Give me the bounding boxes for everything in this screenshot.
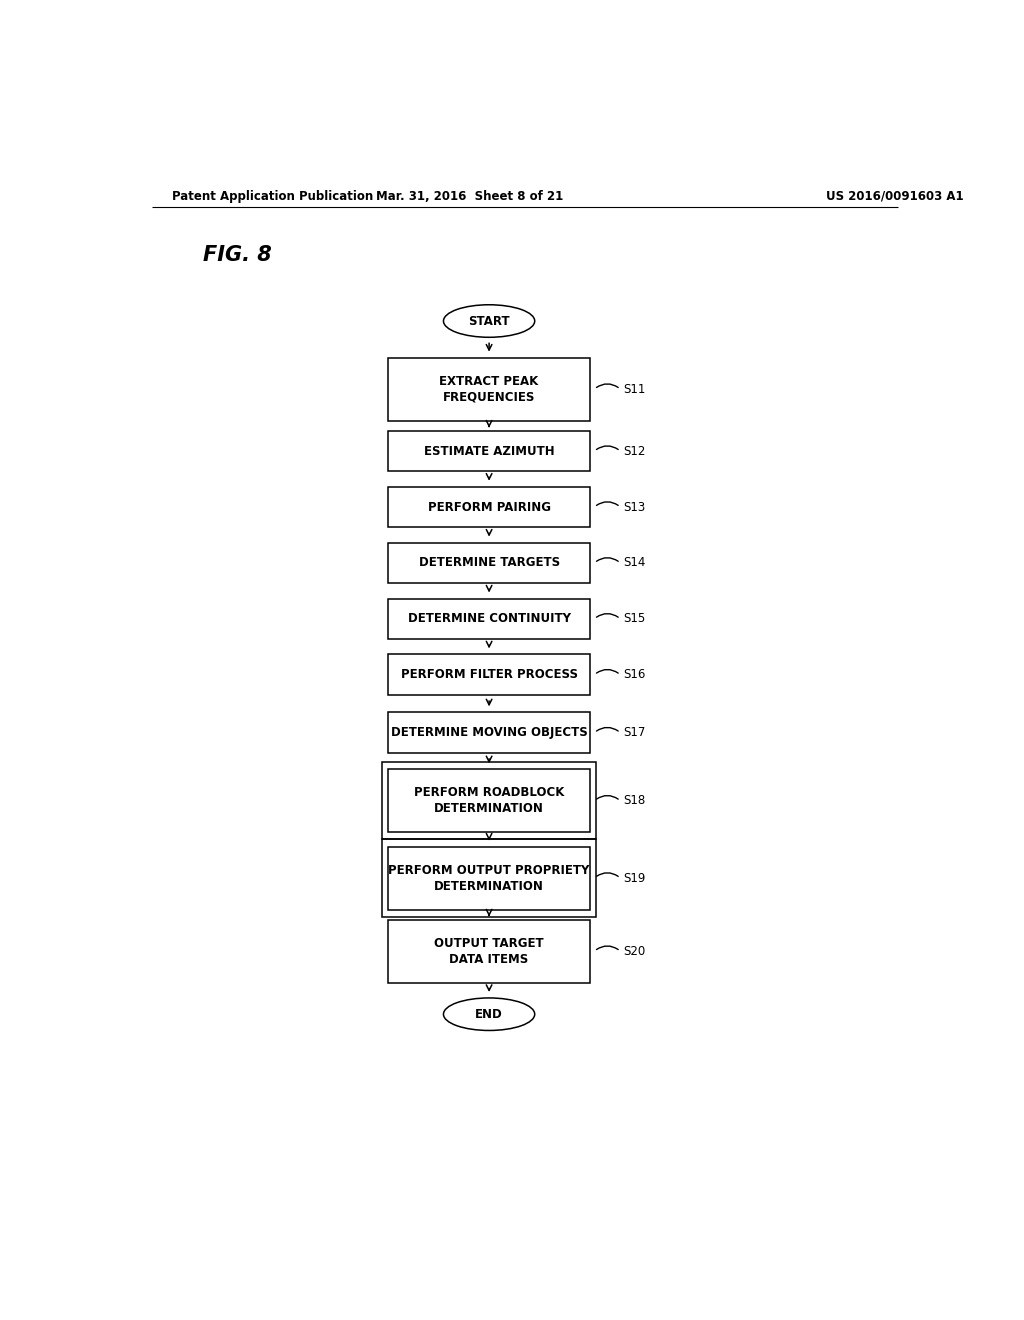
Bar	[382, 840, 596, 916]
Bar	[388, 920, 590, 982]
Text: PERFORM OUTPUT PROPRIETY
DETERMINATION: PERFORM OUTPUT PROPRIETY DETERMINATION	[388, 863, 590, 892]
Text: S12: S12	[624, 445, 646, 458]
FancyArrowPatch shape	[597, 384, 618, 388]
Text: ESTIMATE AZIMUTH: ESTIMATE AZIMUTH	[424, 445, 554, 458]
FancyArrowPatch shape	[597, 502, 618, 506]
Bar	[388, 770, 590, 833]
FancyArrowPatch shape	[597, 873, 618, 876]
Text: END: END	[475, 1007, 503, 1020]
Bar	[388, 358, 590, 421]
Text: S14: S14	[624, 557, 646, 569]
Text: Patent Application Publication: Patent Application Publication	[172, 190, 373, 202]
FancyArrowPatch shape	[597, 796, 618, 799]
Text: Mar. 31, 2016  Sheet 8 of 21: Mar. 31, 2016 Sheet 8 of 21	[376, 190, 563, 202]
FancyArrowPatch shape	[597, 557, 618, 561]
Text: PERFORM PAIRING: PERFORM PAIRING	[428, 500, 551, 513]
Text: S11: S11	[624, 383, 646, 396]
Bar	[388, 655, 590, 696]
Text: S15: S15	[624, 612, 646, 626]
Text: DETERMINE CONTINUITY: DETERMINE CONTINUITY	[408, 612, 570, 626]
Text: PERFORM FILTER PROCESS: PERFORM FILTER PROCESS	[400, 668, 578, 681]
Text: US 2016/0091603 A1: US 2016/0091603 A1	[826, 190, 964, 202]
Text: S17: S17	[624, 726, 646, 739]
Text: S20: S20	[624, 945, 646, 958]
Bar	[388, 598, 590, 639]
FancyArrowPatch shape	[597, 727, 618, 731]
Text: DETERMINE TARGETS: DETERMINE TARGETS	[419, 557, 560, 569]
FancyArrowPatch shape	[597, 669, 618, 673]
Text: S18: S18	[624, 795, 646, 808]
Bar	[382, 762, 596, 840]
FancyArrowPatch shape	[597, 946, 618, 949]
Bar	[388, 543, 590, 583]
Bar	[388, 430, 590, 471]
Text: S13: S13	[624, 500, 646, 513]
Text: START: START	[468, 314, 510, 327]
Text: FIG. 8: FIG. 8	[204, 246, 272, 265]
Bar	[388, 713, 590, 752]
Bar	[388, 846, 590, 909]
Text: DETERMINE MOVING OBJECTS: DETERMINE MOVING OBJECTS	[391, 726, 588, 739]
Text: S16: S16	[624, 668, 646, 681]
Text: EXTRACT PEAK
FREQUENCIES: EXTRACT PEAK FREQUENCIES	[439, 375, 539, 404]
Text: OUTPUT TARGET
DATA ITEMS: OUTPUT TARGET DATA ITEMS	[434, 937, 544, 966]
Text: PERFORM ROADBLOCK
DETERMINATION: PERFORM ROADBLOCK DETERMINATION	[414, 787, 564, 816]
FancyArrowPatch shape	[597, 446, 618, 450]
Text: S19: S19	[624, 871, 646, 884]
Bar	[388, 487, 590, 528]
FancyArrowPatch shape	[597, 614, 618, 618]
